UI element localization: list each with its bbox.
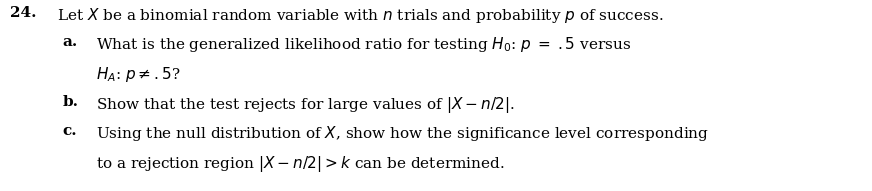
Text: 24.: 24. — [10, 6, 37, 20]
Text: c.: c. — [63, 124, 78, 138]
Text: b.: b. — [63, 95, 78, 108]
Text: $H_A$: $p \neq .5$?: $H_A$: $p \neq .5$? — [96, 65, 181, 84]
Text: to a rejection region $|X - n/2| > k$ can be determined.: to a rejection region $|X - n/2| > k$ ca… — [96, 154, 505, 174]
Text: Show that the test rejects for large values of $|X - n/2|$.: Show that the test rejects for large val… — [96, 95, 515, 115]
Text: What is the generalized likelihood ratio for testing $H_0$: $p\;=\;.5$ versus: What is the generalized likelihood ratio… — [96, 35, 631, 54]
Text: Using the null distribution of $X$, show how the significance level correspondin: Using the null distribution of $X$, show… — [96, 124, 709, 143]
Text: a.: a. — [63, 35, 78, 49]
Text: Let $X$ be a binomial random variable with $n$ trials and probability $p$ of suc: Let $X$ be a binomial random variable wi… — [57, 6, 664, 25]
